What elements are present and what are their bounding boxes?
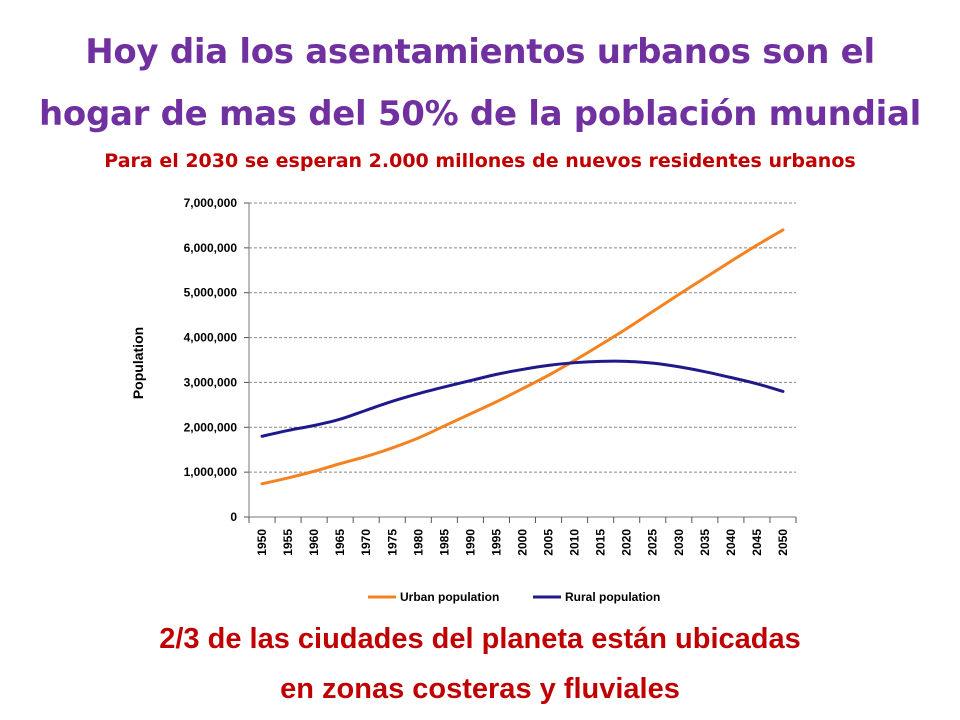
- x-tick-label: 2000: [516, 529, 530, 556]
- chart-series-lines: [260, 228, 785, 486]
- legend-label: Urban population: [400, 590, 499, 604]
- x-tick-label: 1950: [255, 529, 269, 556]
- x-tick-label: 2050: [776, 529, 790, 556]
- y-tick-label: 3,000,000: [184, 375, 238, 389]
- y-tick-label: 5,000,000: [184, 286, 238, 300]
- y-axis-title: Population: [130, 327, 146, 399]
- x-tick-label: 1990: [463, 529, 477, 556]
- chart-gridlines: [249, 202, 796, 473]
- y-tick-label: 1,000,000: [184, 465, 238, 479]
- page-subtitle: Para el 2030 se esperan 2.000 millones d…: [104, 150, 856, 172]
- x-tick-label: 2045: [750, 529, 764, 556]
- x-axis-tick-labels: 1950 1955 1960 1965 1970 1975 1980 1985 1990 1995…: [255, 529, 790, 556]
- x-tick-label: 2015: [594, 529, 608, 556]
- chart-axes: [244, 202, 797, 523]
- x-tick-label: 1980: [411, 529, 425, 556]
- y-tick-label: 7,000,000: [184, 196, 238, 210]
- rural-population-line: [260, 359, 785, 438]
- urban-population-line: [260, 228, 785, 486]
- page-title-line-1: Hoy dia los asentamientos urbanos son el: [85, 32, 875, 72]
- x-tick-label: 1970: [359, 529, 373, 556]
- y-axis-tick-labels: 0 1,000,000 2,000,000 3,000,000 4,000,000 5,0…: [184, 196, 238, 524]
- y-tick-label: 6,000,000: [184, 241, 238, 255]
- x-tick-label: 2025: [646, 529, 660, 556]
- x-tick-label: 2035: [698, 529, 712, 556]
- page-title-line-2: hogar de mas del 50% de la población mun…: [39, 94, 921, 134]
- x-tick-label: 2030: [672, 529, 686, 556]
- x-tick-label: 2010: [568, 529, 582, 556]
- footer-line-1: 2/3 de las ciudades del planeta están ub…: [159, 623, 801, 655]
- y-tick-label: 4,000,000: [184, 331, 238, 345]
- legend-label: Rural population: [565, 590, 660, 604]
- x-tick-label: 1960: [307, 529, 321, 556]
- y-tick-label: 2,000,000: [184, 420, 238, 434]
- x-tick-label: 1975: [385, 529, 399, 556]
- chart-legend: Urban population Rural population: [368, 590, 660, 604]
- x-tick-label: 2040: [724, 529, 738, 556]
- x-tick-label: 1965: [333, 529, 347, 556]
- footer-line-2: en zonas costeras y fluviales: [280, 673, 680, 705]
- x-tick-label: 1985: [437, 529, 451, 556]
- x-tick-label: 1995: [489, 529, 503, 556]
- x-tick-label: 2020: [620, 529, 634, 556]
- y-tick-label: 0: [230, 510, 237, 524]
- x-tick-label: 1955: [281, 529, 295, 556]
- x-tick-label: 2005: [542, 529, 556, 556]
